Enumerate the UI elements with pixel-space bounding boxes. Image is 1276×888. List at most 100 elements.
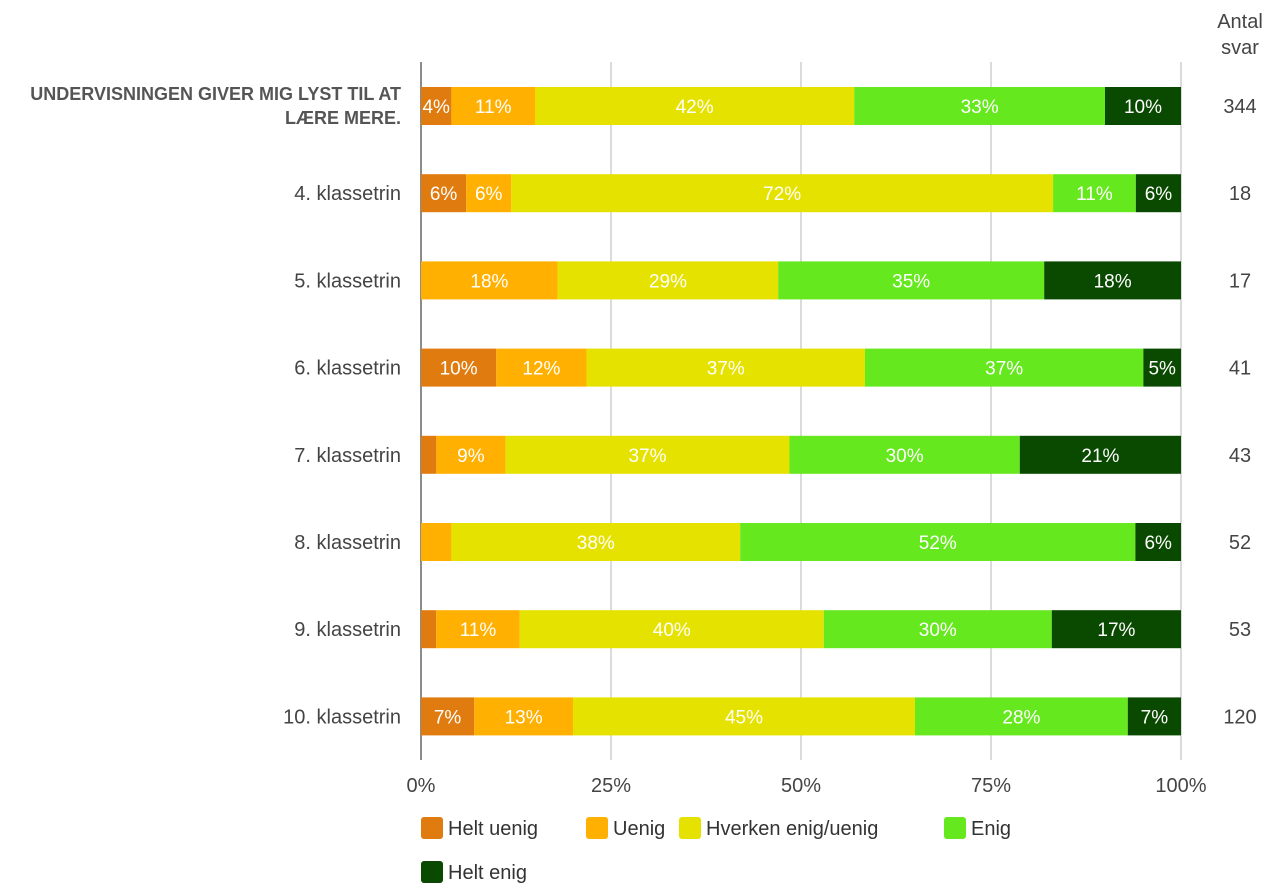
bar-segment <box>789 435 1020 474</box>
count-header: Antal <box>1217 11 1263 33</box>
bar-data-label: 18% <box>470 271 508 292</box>
bar-segment <box>1127 697 1181 736</box>
bar-data-label: 7% <box>1141 707 1169 728</box>
category-label: 9. klassetrin <box>294 619 401 641</box>
bar-data-label: 11% <box>475 97 512 118</box>
bar-segment <box>421 435 437 474</box>
legend-label: Enig <box>971 818 1011 840</box>
bar-segment <box>421 174 467 213</box>
bar-data-label: 6% <box>1144 533 1172 554</box>
x-tick-label: 100% <box>1155 775 1206 797</box>
bar-data-label: 35% <box>892 271 930 292</box>
category-label-title: UNDERVISNINGEN GIVER MIG LYST TIL AT <box>30 84 401 104</box>
bar-segment <box>511 174 1054 213</box>
category-label: 6. klassetrin <box>294 358 401 380</box>
legend-swatch <box>421 861 443 883</box>
bar-data-label: 21% <box>1081 446 1119 467</box>
bar-segment <box>436 610 520 649</box>
bar-segment <box>1019 435 1181 474</box>
bar-segment <box>1051 610 1181 649</box>
legend-swatch <box>421 817 443 839</box>
bar-data-label: 29% <box>649 271 687 292</box>
bar-segment <box>573 697 915 736</box>
bar-data-label: 11% <box>460 620 497 641</box>
bar-data-label: 37% <box>707 359 745 380</box>
count-value: 52 <box>1229 532 1251 554</box>
x-tick-label: 75% <box>971 775 1011 797</box>
bar-data-label: 40% <box>653 620 691 641</box>
bar-data-label: 17% <box>1097 620 1135 641</box>
bar-data-label: 10% <box>440 359 478 380</box>
bar-data-label: 13% <box>505 707 543 728</box>
bar-data-label: 9% <box>457 446 485 467</box>
bar-segment <box>421 523 452 561</box>
bar-segment <box>421 261 558 300</box>
bar-segment <box>421 87 452 125</box>
bar-segment <box>519 610 824 649</box>
bar-data-label: 52% <box>919 533 957 554</box>
legend-swatch <box>944 817 966 839</box>
bar-data-label: 45% <box>725 707 763 728</box>
bar-segment <box>1105 87 1181 125</box>
bar-data-label: 72% <box>763 184 801 205</box>
x-tick-label: 50% <box>781 775 821 797</box>
count-value: 43 <box>1229 445 1251 467</box>
bar-data-label: 7% <box>434 707 462 728</box>
bar-segment <box>1135 174 1181 213</box>
bar-data-label: 38% <box>577 533 615 554</box>
bar-segment <box>451 87 535 125</box>
count-header: svar <box>1221 37 1259 59</box>
category-label: 4. klassetrin <box>294 183 401 205</box>
bar-segment <box>496 348 587 387</box>
bar-segment <box>1143 348 1181 387</box>
bar-data-label: 10% <box>1124 97 1162 118</box>
bar-segment <box>915 697 1128 736</box>
bar-data-label: 6% <box>475 184 503 205</box>
legend-label: Helt enig <box>448 862 527 884</box>
bar-segment <box>823 610 1052 649</box>
bar-segment <box>421 348 497 387</box>
bar-segment <box>474 697 573 736</box>
bar-data-label: 37% <box>628 446 666 467</box>
bar-segment <box>421 697 475 736</box>
bar-segment <box>1053 174 1136 213</box>
bar-segment <box>854 87 1105 125</box>
bar-data-label: 4% <box>422 97 450 118</box>
bar-data-label: 11% <box>1076 184 1113 205</box>
bar-data-label: 18% <box>1094 271 1132 292</box>
legend-label: Hverken enig/uenig <box>706 818 878 840</box>
count-value: 53 <box>1229 619 1251 641</box>
bar-segment <box>778 261 1045 300</box>
count-value: 41 <box>1229 358 1251 380</box>
category-label-title: LÆRE MERE. <box>285 108 401 128</box>
bar-data-label: 42% <box>676 97 714 118</box>
category-label: 5. klassetrin <box>294 270 401 292</box>
bar-segment <box>421 610 437 649</box>
x-tick-label: 25% <box>591 775 631 797</box>
bar-segment <box>1135 523 1181 561</box>
count-value: 18 <box>1229 183 1251 205</box>
bar-data-label: 28% <box>1002 707 1040 728</box>
category-label: 7. klassetrin <box>294 445 401 467</box>
legend-label: Helt uenig <box>448 818 538 840</box>
bar-segment <box>466 174 512 213</box>
legend-label: Uenig <box>613 818 665 840</box>
bar-segment <box>557 261 779 300</box>
legend-swatch <box>679 817 701 839</box>
count-value: 344 <box>1223 96 1256 118</box>
bar-data-label: 12% <box>522 359 560 380</box>
bar-data-label: 6% <box>430 184 458 205</box>
bar-data-label: 5% <box>1148 359 1176 380</box>
bar-data-label: 33% <box>961 97 999 118</box>
bar-data-label: 37% <box>985 359 1023 380</box>
count-value: 120 <box>1223 706 1256 728</box>
bar-segment <box>864 348 1144 387</box>
bar-segment <box>505 435 790 474</box>
bar-segment <box>535 87 855 125</box>
bar-data-label: 30% <box>919 620 957 641</box>
category-label: 8. klassetrin <box>294 532 401 554</box>
count-value: 17 <box>1229 270 1251 292</box>
bar-data-label: 6% <box>1145 184 1173 205</box>
